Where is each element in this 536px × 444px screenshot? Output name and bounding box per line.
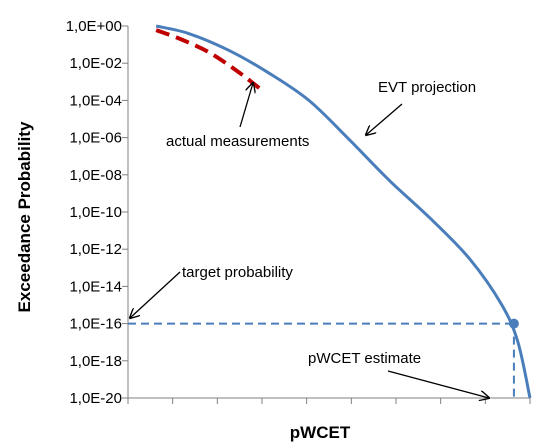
reference-lines (128, 318, 519, 398)
annotation-pwcet-estimate: pWCET estimate (308, 350, 421, 367)
y-tick-label: 1,0E-04 (69, 92, 122, 109)
y-tick-label: 1,0E-20 (69, 390, 122, 407)
evt-projection-line (155, 24, 532, 399)
y-axis-title: Exceedance Probability (15, 121, 34, 312)
y-tick-label: 1,0E-16 (69, 316, 122, 333)
annotations: EVT projection actual measurements targe… (130, 79, 489, 398)
y-tick-label: 1,0E-14 (69, 278, 122, 295)
y-tick-label: 1,0E-10 (69, 204, 122, 221)
series-group (155, 24, 532, 399)
y-tick-label: 1,0E-12 (69, 241, 122, 258)
intersection-point (508, 318, 519, 329)
x-axis-title: pWCET (290, 423, 351, 442)
annotation-arrow-evt-projection (366, 103, 403, 135)
annotation-target-probability: target probability (182, 264, 293, 281)
y-tick-label: 1,0E-06 (69, 130, 122, 147)
annotation-evt-projection: EVT projection (378, 79, 476, 96)
y-tick-label: 1,0E-02 (69, 55, 122, 72)
y-axis-ticks: 1,0E+00 1,0E-02 1,0E-04 1,0E-06 1,0E-08 1,0E-… (66, 18, 128, 407)
annotation-actual-measurements: actual measurements (166, 133, 309, 150)
annotation-arrow-pwcet-estimate (387, 370, 489, 398)
annotation-arrow-actual-measurements (239, 83, 253, 128)
y-tick-label: 1,0E+00 (66, 18, 122, 35)
y-tick-label: 1,0E-18 (69, 353, 122, 370)
y-tick-label: 1,0E-08 (69, 167, 122, 184)
x-axis-ticks (127, 398, 531, 404)
annotation-arrow-target-probability (130, 271, 181, 318)
